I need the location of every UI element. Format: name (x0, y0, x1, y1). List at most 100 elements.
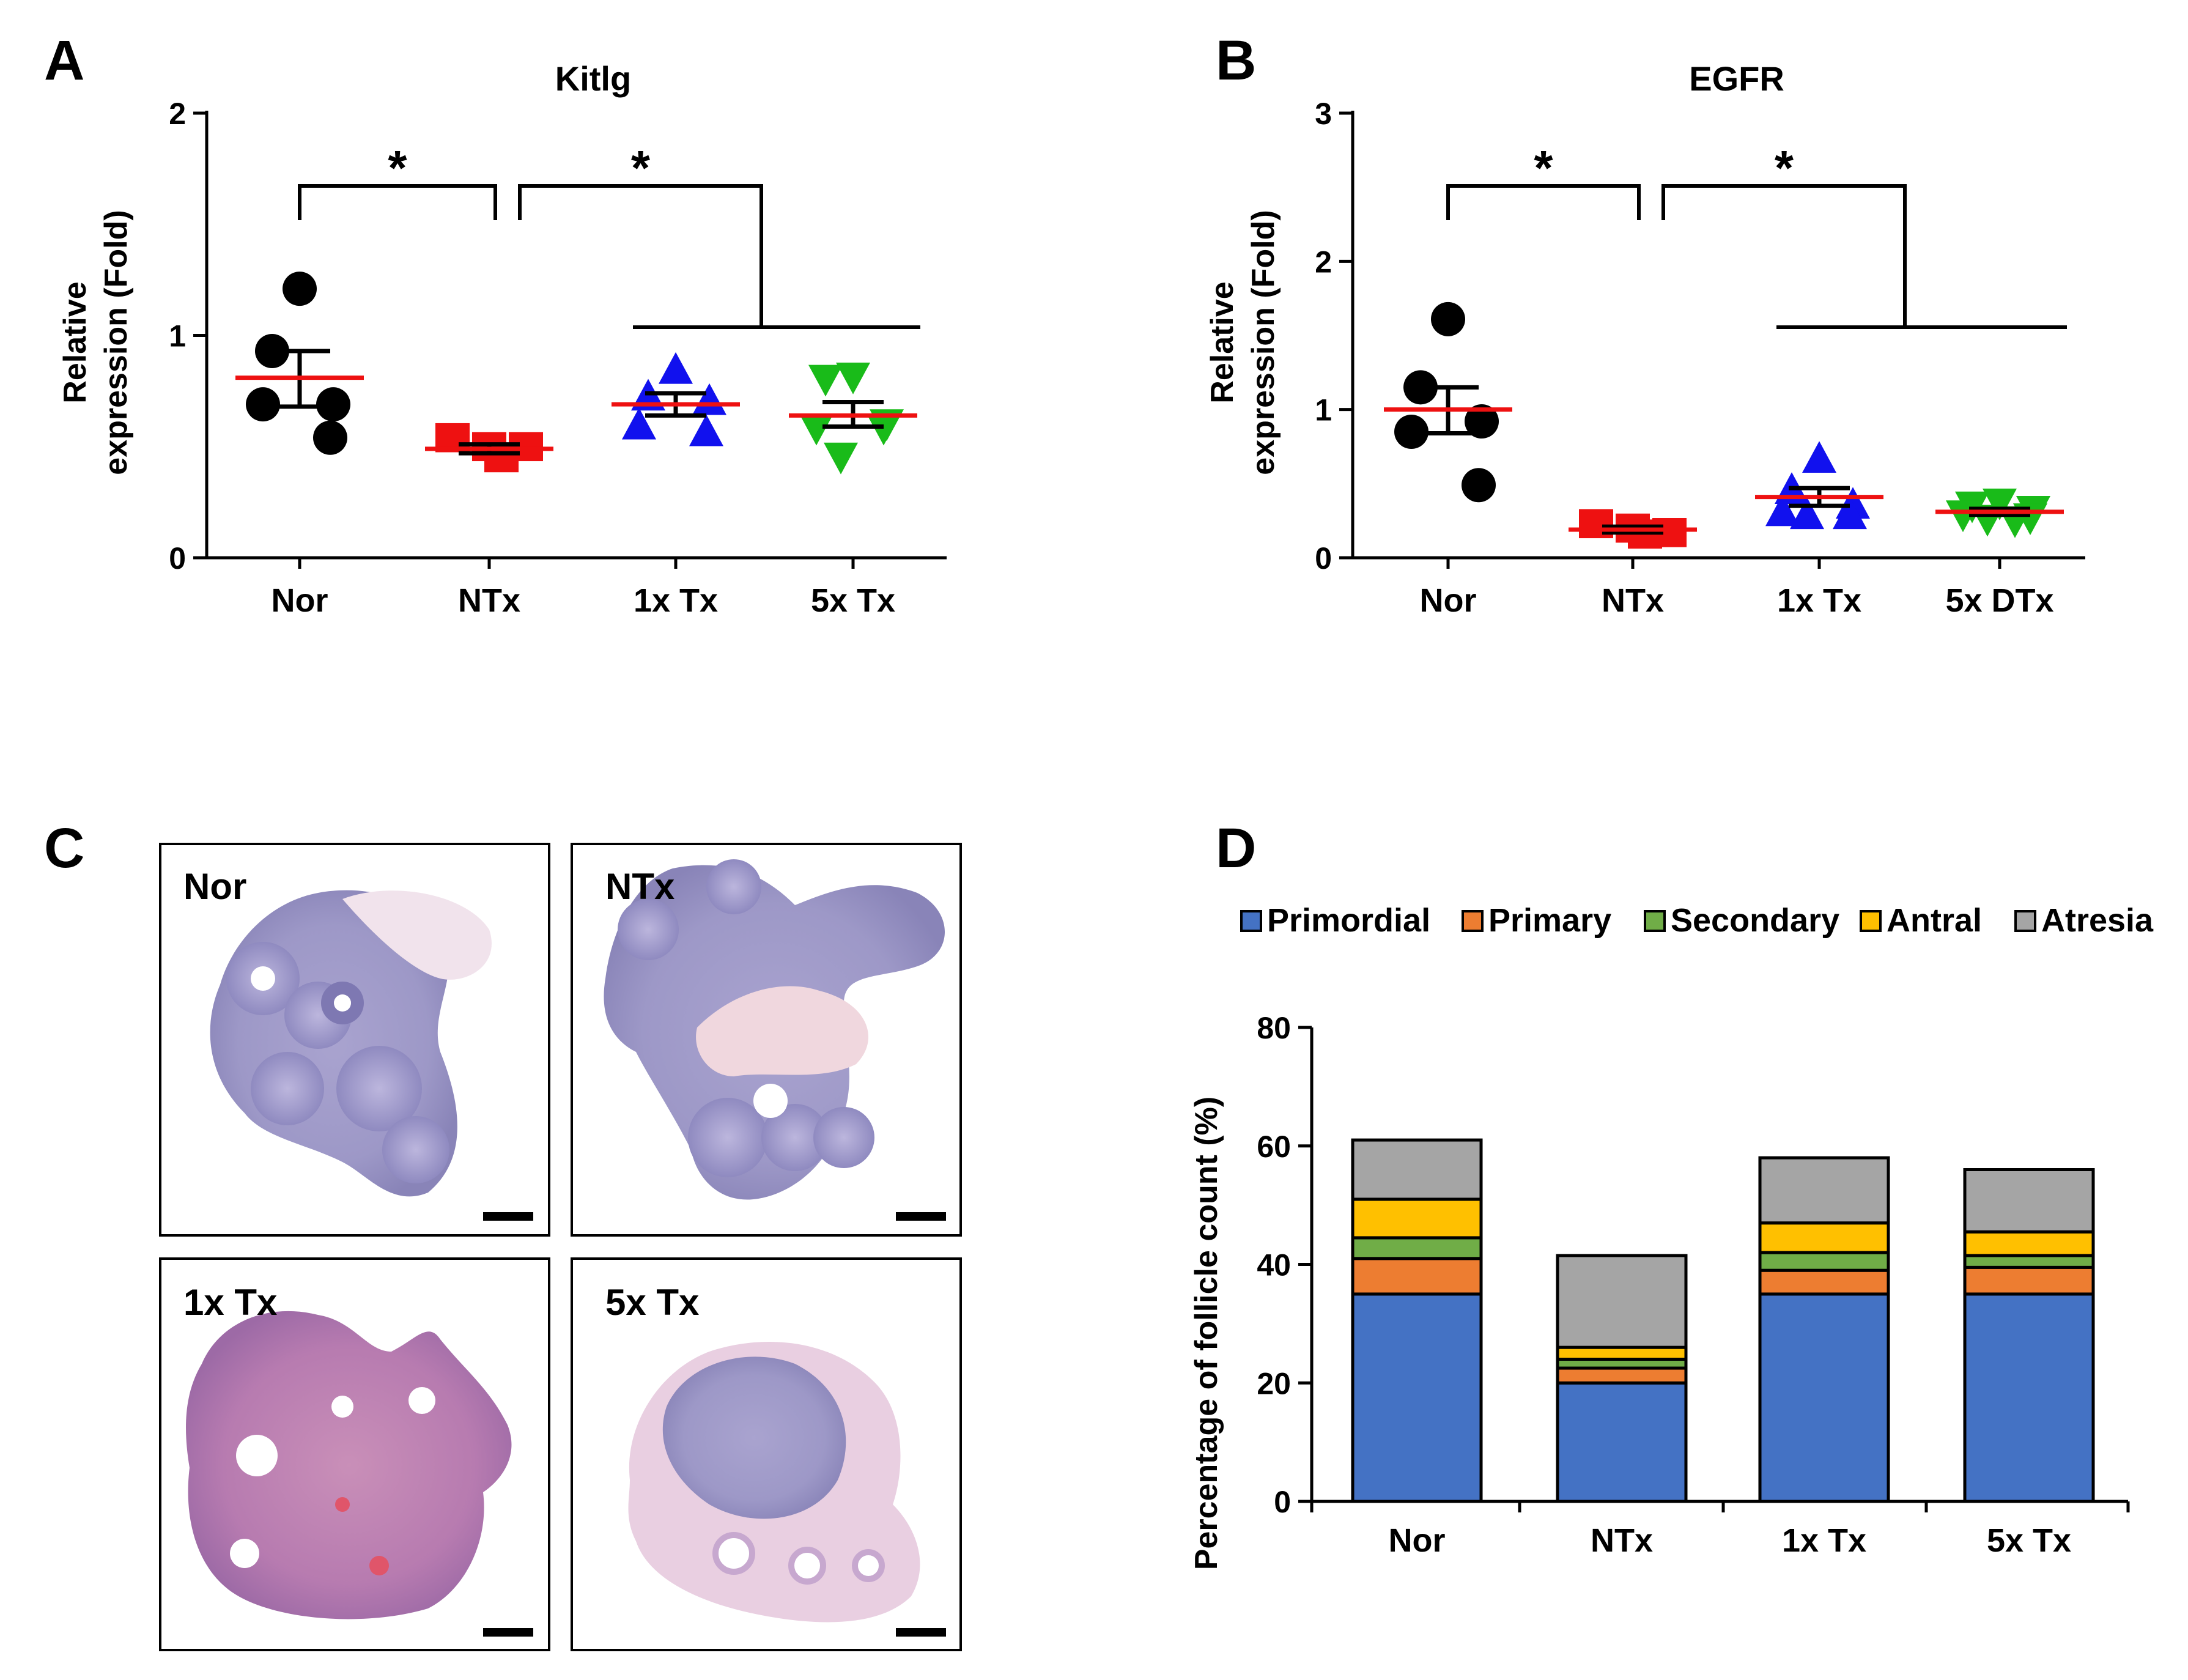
x-tick-label: NTx (458, 582, 520, 619)
histology-image-ntx: NTx (571, 843, 962, 1237)
bar-segment-primary (1556, 1366, 1688, 1385)
legend-label: Secondary (1671, 902, 1839, 939)
follicle (852, 1549, 885, 1582)
data-point (283, 272, 317, 306)
follicle (230, 1539, 259, 1568)
chart-d-ylabel: Percentage of follicle count (%) (1189, 1097, 1224, 1570)
chart-b-ylabel-line2: expression (Fold) (1246, 210, 1281, 475)
data-point (836, 362, 870, 394)
bar-segment-antral (1556, 1345, 1688, 1361)
follicle (813, 1107, 874, 1168)
data-point (622, 407, 656, 440)
data-point (1802, 441, 1836, 473)
bar-segment-antral (1351, 1197, 1483, 1240)
y-tick-label: 0 (169, 541, 186, 575)
significance-star: * (631, 141, 651, 195)
significance-bracket (518, 184, 763, 327)
legend-swatch (2014, 910, 2036, 932)
follicle (761, 1104, 829, 1171)
data-point (1431, 302, 1465, 336)
follicle (251, 966, 275, 991)
follicle (335, 1497, 350, 1512)
x-tick-label: NTx (1602, 582, 1664, 619)
follicle (236, 1435, 278, 1476)
x-tick-label: Nor (1389, 1522, 1446, 1559)
y-tick-label: 2 (1315, 245, 1332, 279)
scale-bar (483, 1212, 533, 1221)
chart-a-ylabel-line1: Relative (57, 281, 93, 403)
bar-segment-primordial (1351, 1292, 1483, 1503)
x-tick-label: 5x DTx (1945, 582, 2053, 619)
significance-bracket (1661, 184, 1907, 327)
follicle (336, 1046, 422, 1131)
significance-star: * (1775, 141, 1794, 195)
data-point (799, 413, 833, 446)
bar-segment-primordial (1556, 1381, 1688, 1503)
y-tick-label: 60 (1257, 1130, 1291, 1164)
x-tick-label: 1x Tx (634, 582, 718, 619)
scale-bar (896, 1212, 946, 1221)
chart-a-ylabel-line2: expression (Fold) (98, 210, 134, 475)
data-point (808, 364, 843, 397)
follicle (688, 1098, 767, 1177)
bar-segment-antral (1963, 1230, 2095, 1257)
x-tick-label: 5x Tx (811, 582, 895, 619)
scale-bar (483, 1628, 533, 1637)
follicle (753, 1084, 788, 1118)
x-tick-label: NTx (1591, 1522, 1653, 1559)
y-tick-label: 1 (1315, 393, 1332, 427)
data-point (689, 414, 723, 446)
chart-d-follicle-count: Percentage of follicle count (%) 0 20 40 60… (1189, 902, 2154, 1570)
data-point (246, 387, 280, 422)
legend-label: Atresia (2041, 902, 2154, 939)
data-point (316, 387, 350, 422)
significance-bracket (298, 184, 497, 220)
follicle (334, 994, 351, 1012)
data-point (1983, 488, 2017, 520)
data-point (1465, 404, 1499, 439)
y-tick-label: 2 (169, 97, 186, 131)
panel-label-b: B (1216, 29, 1256, 92)
histology-label-nor: Nor (183, 866, 246, 907)
histology-image-nor: Nor (159, 843, 550, 1237)
data-point (1833, 497, 1867, 530)
data-point (659, 352, 693, 384)
data-point (1394, 415, 1428, 450)
data-point (1462, 468, 1496, 503)
chart-b-ylabel-line1: Relative (1205, 281, 1240, 403)
y-tick-label: 80 (1257, 1011, 1291, 1045)
tissue-section (342, 890, 492, 980)
tissue-section (662, 1356, 846, 1519)
follicle (331, 1396, 353, 1418)
x-tick-label: Nor (1420, 582, 1477, 619)
y-tick-label: 40 (1257, 1248, 1291, 1282)
y-tick-label: 3 (1315, 97, 1332, 131)
follicle (712, 1532, 755, 1575)
data-point (867, 413, 901, 446)
chart-a-kitlg: Kitlg Relative expression (Fold) 0 1 2 Nor N… (57, 59, 947, 619)
follicle (408, 1387, 435, 1414)
significance-star: * (388, 141, 407, 195)
legend-label: Primordial (1267, 902, 1430, 939)
legend-swatch (1462, 910, 1484, 932)
y-tick-label: 1 (169, 319, 186, 353)
follicle (788, 1547, 826, 1585)
bar-segment-secondary (1758, 1251, 1890, 1272)
bar-segment-primordial (1963, 1292, 2095, 1503)
histology-label-1x-tx: 1x Tx (183, 1282, 277, 1323)
panel-label-d: D (1216, 817, 1256, 879)
follicle (382, 1116, 449, 1183)
panel-label-c: C (44, 817, 84, 879)
histology-image-5x-tx: 5x Tx (571, 1257, 962, 1651)
bar-segment-atresia (1758, 1156, 1890, 1225)
x-tick-label: Nor (272, 582, 328, 619)
follicle (706, 859, 761, 914)
data-point (313, 420, 347, 455)
data-point (1790, 497, 1824, 530)
bar-segment-atresia (1351, 1138, 1483, 1201)
chart-a-title: Kitlg (555, 59, 631, 98)
bar-segment-primary (1758, 1268, 1890, 1296)
bar-segment-secondary (1963, 1254, 2095, 1269)
follicle (369, 1556, 389, 1575)
